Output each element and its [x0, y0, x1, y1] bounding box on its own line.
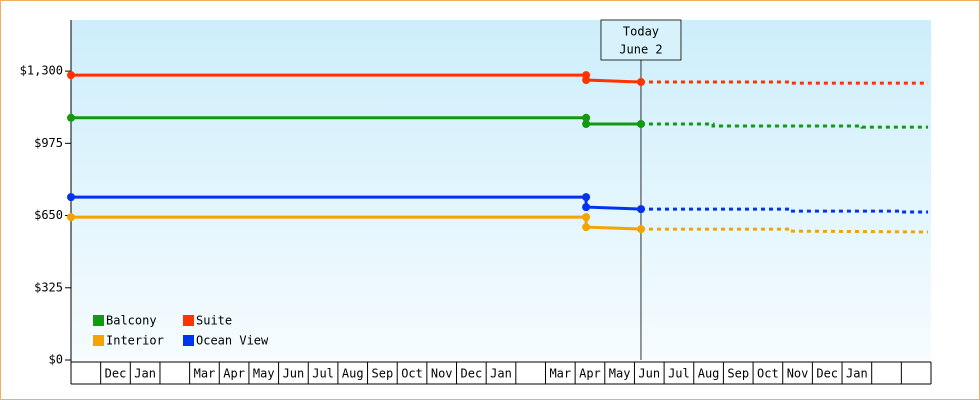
- x-tick-label: Dec: [461, 367, 483, 381]
- legend-label: Ocean View: [196, 334, 269, 348]
- x-tick-label: Jul: [312, 367, 334, 381]
- projection-line: [640, 80, 929, 85]
- point: [582, 213, 591, 222]
- x-tick-label: Dec: [816, 367, 838, 381]
- y-tick-label: $650: [34, 208, 63, 222]
- x-tick-label: Apr: [223, 367, 245, 381]
- projection-line: [640, 227, 929, 234]
- y-tick-label: $975: [34, 136, 63, 150]
- x-tick-label: Jul: [668, 367, 690, 381]
- series-line: [71, 195, 642, 211]
- point: [582, 113, 591, 122]
- point: [582, 76, 591, 84]
- point: [636, 225, 645, 234]
- point: [636, 205, 645, 214]
- x-tick-label: Apr: [579, 367, 601, 381]
- x-tick-label: Dec: [105, 367, 127, 381]
- legend-swatch: [93, 315, 104, 326]
- x-tick-label: Mar: [194, 367, 216, 381]
- x-tick-label: Sep: [372, 367, 394, 381]
- x-tick-label: Sep: [727, 367, 749, 381]
- x-tick-label: Jan: [846, 367, 868, 381]
- point: [67, 113, 75, 122]
- x-tick-label: Jan: [490, 367, 512, 381]
- point: [67, 71, 75, 80]
- legend-swatch: [93, 335, 104, 346]
- projection-line: [640, 207, 929, 214]
- point: [67, 213, 75, 222]
- point: [582, 120, 591, 128]
- x-tick-label: Oct: [757, 367, 779, 381]
- legend-label: Suite: [196, 314, 232, 328]
- y-tick-label: $325: [34, 280, 63, 294]
- x-tick-label: May: [609, 367, 631, 381]
- x-tick-label: Aug: [698, 367, 720, 381]
- legend-label: Balcony: [106, 314, 157, 328]
- point: [636, 78, 645, 86]
- point: [582, 223, 591, 232]
- x-tick-label: Jun: [638, 367, 660, 381]
- x-tick-label: Nov: [431, 367, 453, 381]
- y-tick-label: $0: [49, 353, 63, 367]
- plot-area: [71, 20, 931, 360]
- projection-line: [640, 122, 929, 129]
- x-tick-label: Jan: [134, 367, 156, 381]
- point: [636, 120, 645, 128]
- point: [67, 193, 75, 202]
- legend-swatch: [183, 315, 194, 326]
- legend-swatch: [183, 335, 194, 346]
- x-tick-label: Nov: [787, 367, 809, 381]
- point: [582, 203, 591, 212]
- x-tick-label: Aug: [342, 367, 364, 381]
- y-tick-label: $1,300: [20, 64, 63, 78]
- x-tick-label: May: [253, 367, 275, 381]
- x-tick-label: Oct: [401, 367, 423, 381]
- today-label: Today: [623, 25, 659, 39]
- x-tick-label: Jun: [283, 367, 305, 381]
- x-tick-label: Mar: [549, 367, 571, 381]
- legend-label: Interior: [106, 334, 164, 348]
- today-label: June 2: [619, 43, 662, 57]
- point: [582, 193, 591, 202]
- series-line: [71, 215, 642, 231]
- today-box: [600, 19, 682, 61]
